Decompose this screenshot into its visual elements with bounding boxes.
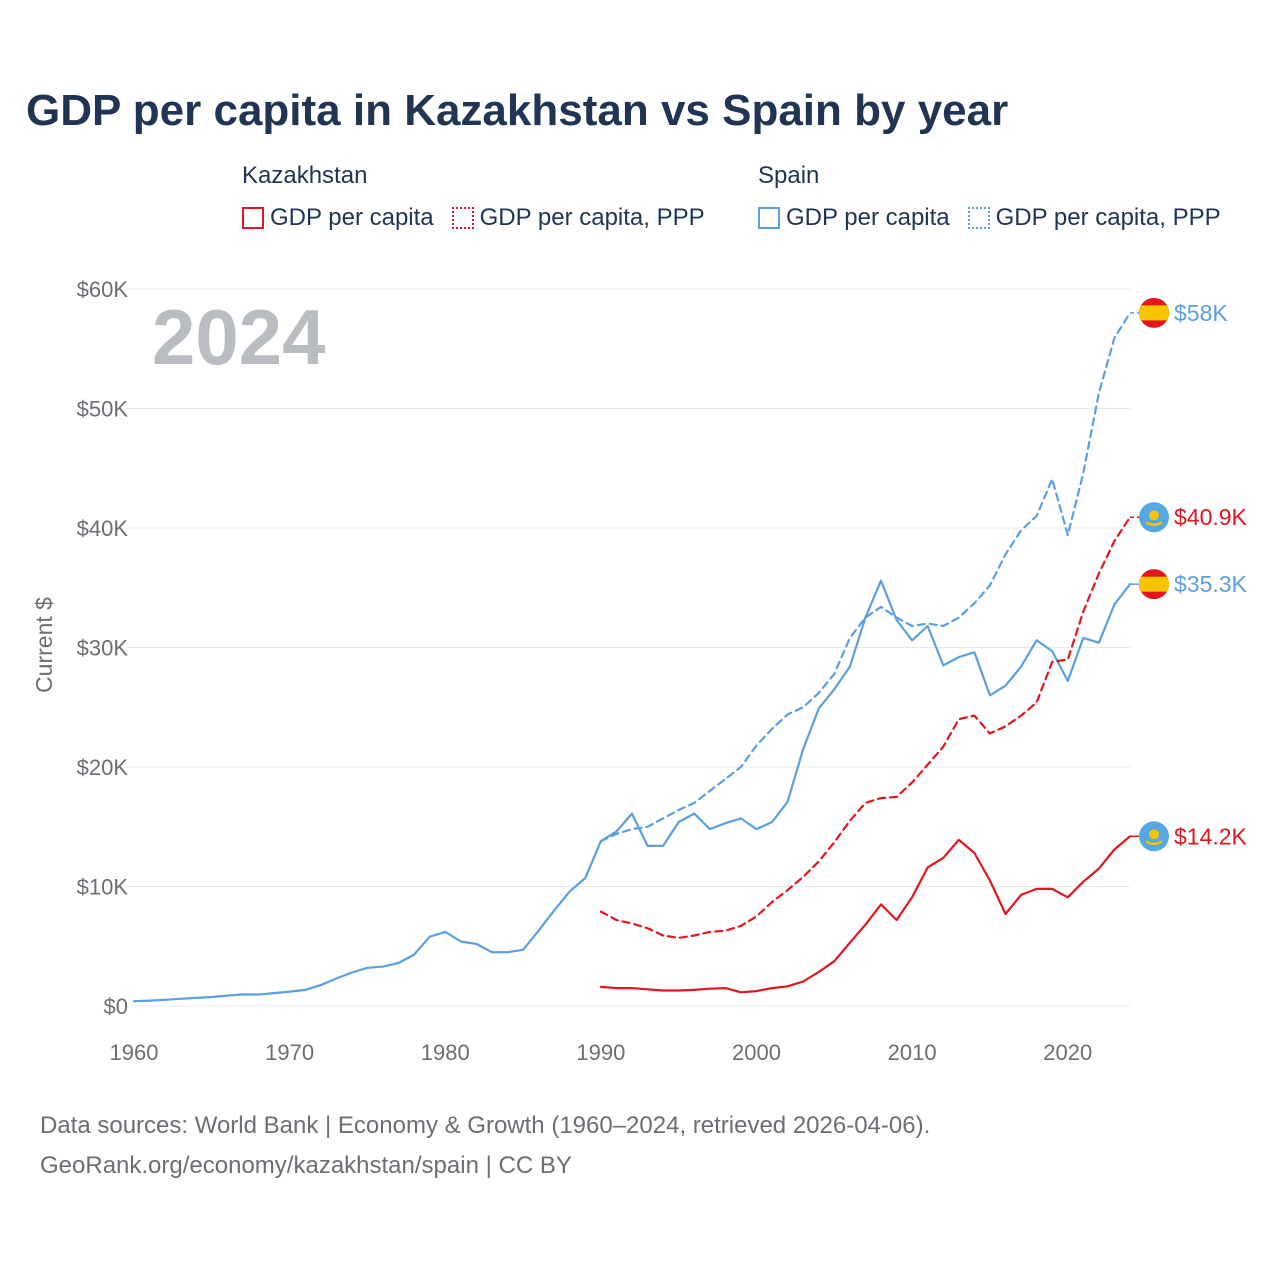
legend-country-spain: Spain (758, 162, 820, 189)
grid-layer: $0 $10K $20K $30K $40K $50K $60K 1960 1970 1980 19… (77, 277, 1130, 1065)
kazakhstan-flag-icon (1139, 821, 1169, 852)
end-value-label: $35.3K (1174, 571, 1248, 597)
y-axis-label: Current $ (31, 597, 57, 693)
end-value-label: $58K (1174, 300, 1228, 326)
spain-flag-icon (1139, 569, 1169, 600)
chart-title: GDP per capita in Kazakhstan vs Spain by… (26, 86, 1009, 135)
y-tick-label: $20K (77, 755, 129, 780)
series-line-kazakhstan-gdp-per-capita[interactable] (599, 835, 1132, 994)
legend-swatch-kazakhstan-dashed (451, 207, 474, 229)
legend-swatch-spain-dashed (967, 207, 990, 229)
legend-swatch-kazakhstan-solid (242, 207, 264, 229)
x-tick-label: 1990 (576, 1040, 625, 1065)
y-tick-label: $40K (77, 516, 129, 541)
x-tick-label: 2010 (888, 1040, 937, 1065)
source-line-2[interactable]: GeoRank.org/economy/kazakhstan/spain | C… (40, 1152, 572, 1179)
end-value-label: $14.2K (1174, 823, 1248, 849)
year-watermark: 2024 (152, 293, 326, 381)
x-tick-label: 1980 (421, 1040, 470, 1065)
legend-item-kazakhstan-gdp[interactable]: GDP per capita (242, 204, 434, 232)
label-layer: $35.3K $58K $14.2K $40.9K (1130, 297, 1248, 852)
legend-item-spain-ppp[interactable]: GDP per capita, PPP (967, 204, 1221, 232)
legend-label-spain-ppp: GDP per capita, PPP (995, 204, 1221, 231)
x-tick-label: 1970 (265, 1040, 314, 1065)
legend-item-spain-gdp[interactable]: GDP per capita (758, 204, 950, 232)
data-source: Data sources: World Bank | Economy & Gro… (40, 1106, 930, 1186)
series-line-spain-gdp-per-capita-ppp[interactable] (599, 311, 1132, 843)
y-tick-label: $0 (104, 994, 128, 1019)
x-tick-label: 2000 (732, 1040, 781, 1065)
y-tick-label: $60K (77, 277, 129, 302)
legend-kazakhstan: Kazakhstan GDP per capita GDP per capita… (242, 162, 705, 232)
x-tick-label: 2020 (1043, 1040, 1092, 1065)
end-value-label: $40.9K (1174, 504, 1248, 530)
kazakhstan-flag-icon (1139, 502, 1169, 533)
legend-country-kazakhstan: Kazakhstan (242, 162, 368, 189)
y-tick-label: $10K (77, 875, 129, 900)
legend-label-kazakhstan-gdp: GDP per capita (270, 204, 434, 231)
x-tick-label: 1960 (110, 1040, 159, 1065)
legend-label-spain-gdp: GDP per capita (786, 204, 950, 231)
legend-label-kazakhstan-ppp: GDP per capita, PPP (479, 204, 705, 231)
series-layer (132, 311, 1132, 1003)
legend-spain: Spain GDP per capita GDP per capita, PPP (758, 162, 1221, 232)
legend-item-kazakhstan-ppp[interactable]: GDP per capita, PPP (451, 204, 705, 232)
y-tick-label: $50K (77, 397, 129, 422)
series-line-spain-gdp-per-capita[interactable] (132, 579, 1132, 1003)
source-line-1: Data sources: World Bank | Economy & Gro… (40, 1112, 931, 1139)
legend-swatch-spain-solid (758, 207, 780, 229)
y-tick-label: $30K (77, 636, 129, 661)
series-line-kazakhstan-gdp-per-capita-ppp[interactable] (599, 516, 1132, 940)
spain-flag-icon (1139, 297, 1169, 328)
